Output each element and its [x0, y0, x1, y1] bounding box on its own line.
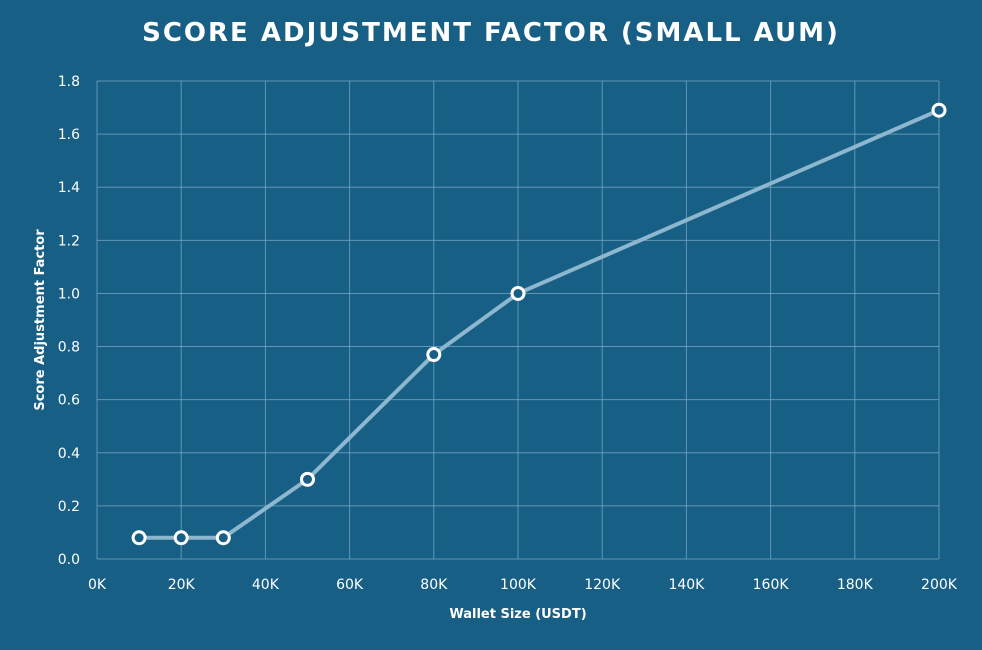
y-tick-label: 1.4: [58, 180, 80, 196]
x-tick-label: 80K: [420, 577, 448, 593]
x-tick-label: 40K: [252, 577, 280, 593]
y-tick-label: 0.2: [58, 499, 80, 515]
data-point: [426, 347, 442, 363]
tick-labels: 0K 20K 40K 60K 80K 100K 120K 140K 160K 180K 200K 0.…: [58, 74, 958, 593]
x-axis-title: Wallet Size (USDT): [449, 607, 586, 622]
chart-title: SCORE ADJUSTMENT FACTOR (SMALL AUM): [142, 18, 840, 48]
data-point: [300, 471, 315, 487]
y-tick-label: 1.8: [58, 74, 80, 90]
series: [131, 102, 947, 546]
y-tick-label: 0.6: [58, 393, 80, 409]
data-point: [510, 285, 526, 301]
y-tick-label: 0.4: [58, 446, 80, 462]
x-tick-label: 20K: [168, 577, 196, 593]
x-tick-label: 180K: [837, 577, 874, 593]
x-tick-label: 160K: [753, 577, 790, 593]
y-axis-title: Score Adjustment Factor: [33, 229, 48, 411]
x-tick-label: 60K: [336, 577, 364, 593]
grid: [96, 80, 940, 560]
data-point: [173, 530, 189, 546]
data-point: [215, 530, 231, 546]
y-tick-label: 1.0: [58, 286, 80, 302]
series-line: [137, 108, 941, 540]
y-tick-label: 0.0: [58, 552, 80, 568]
x-tick-label: 0K: [88, 577, 107, 593]
x-tick-label: 140K: [668, 577, 705, 593]
x-tick-label: 100K: [500, 577, 537, 593]
y-tick-label: 1.2: [58, 233, 80, 249]
data-point: [131, 530, 147, 546]
x-tick-label: 200K: [921, 577, 958, 593]
y-tick-label: 1.6: [58, 127, 80, 143]
y-tick-label: 0.8: [58, 340, 80, 356]
data-point: [931, 102, 947, 118]
x-tick-label: 120K: [584, 577, 621, 593]
